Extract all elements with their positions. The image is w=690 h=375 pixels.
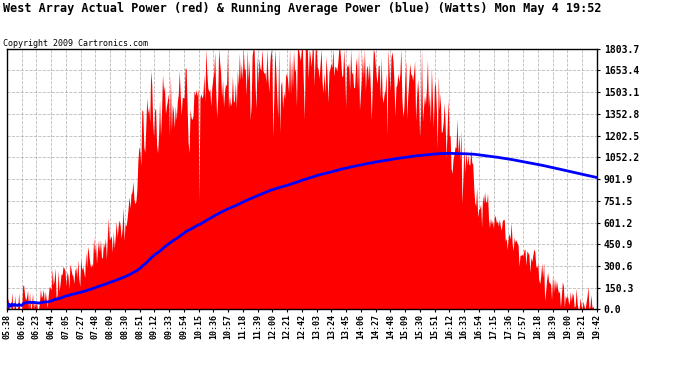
Text: Copyright 2009 Cartronics.com: Copyright 2009 Cartronics.com <box>3 39 148 48</box>
Text: West Array Actual Power (red) & Running Average Power (blue) (Watts) Mon May 4 1: West Array Actual Power (red) & Running … <box>3 2 602 15</box>
